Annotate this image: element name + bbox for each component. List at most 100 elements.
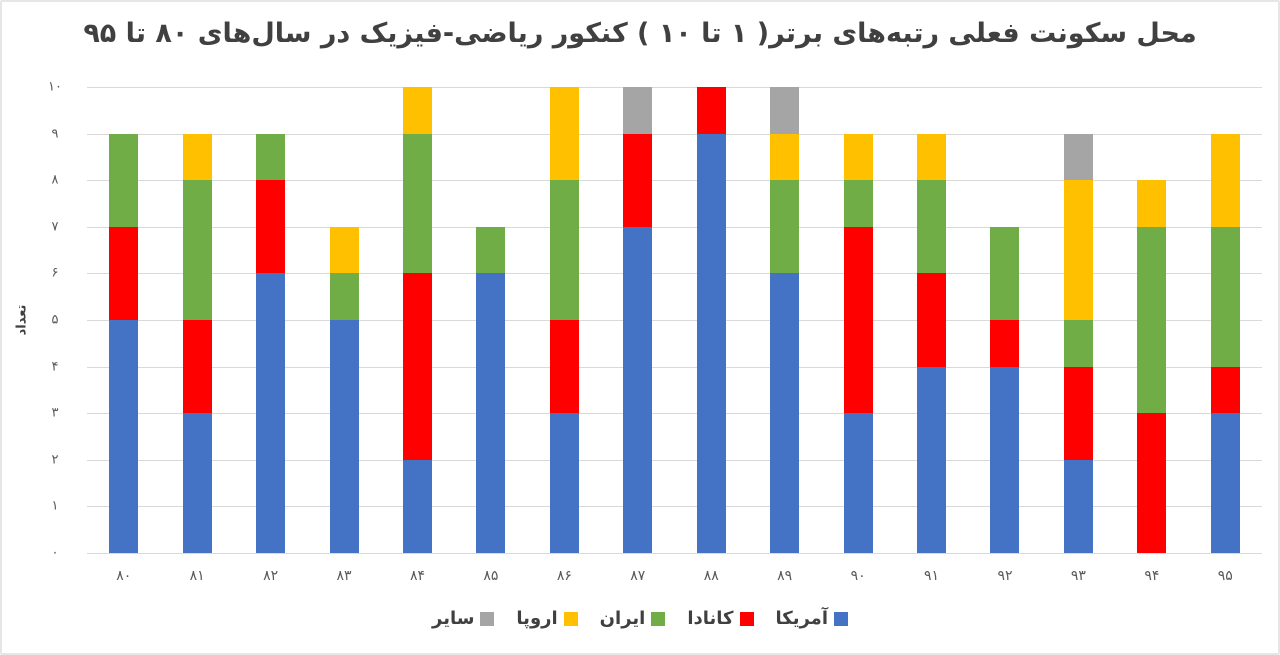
bar-segment [1063,133,1093,181]
gridline [87,506,1262,508]
bar-segment [1210,366,1240,414]
legend-item: ایران [600,608,666,629]
bar-segment [329,226,359,274]
legend-swatch-icon [563,611,578,626]
x-tick-label: ۸۹ [777,568,793,584]
bar-segment [1137,180,1167,227]
chart-legend: آمریکا کانادا ایران اروپا سایر [0,608,1280,629]
gridline [87,180,1262,182]
bar-segment [182,413,212,553]
bar-segment [549,87,579,181]
x-tick-label: ۸۳ [336,568,352,584]
bar-segment [1210,226,1240,367]
legend-item: کانادا [687,608,754,629]
bar-segment [696,87,726,134]
legend-swatch-icon [834,611,848,626]
bar-segment [843,180,873,227]
y-tick-label: ۰ [51,545,59,561]
x-tick-label: ۸۶ [556,568,572,584]
bar-stack [182,133,212,553]
bar-segment [402,87,432,134]
bar-stack [549,87,579,553]
bar-segment [1063,320,1093,367]
bar-segment [182,180,212,321]
y-tick-label: ۲ [51,452,59,468]
gridline [87,413,1262,415]
x-tick-label: ۹۵ [1217,568,1233,584]
plot-area [87,87,1262,554]
x-tick-label: ۸۱ [189,568,205,584]
x-tick-label: ۸۷ [630,568,646,584]
gridline [87,87,1262,88]
bar-segment [1137,226,1167,414]
bar-segment [476,273,506,553]
bar-stack [696,87,726,553]
y-tick-label: ۱ [51,498,59,514]
x-tick-label: ۸۴ [409,568,425,584]
bar-segment [843,226,873,414]
legend-label: کانادا [687,608,734,629]
bar-segment [1063,180,1093,321]
bar-segment [182,133,212,181]
bar-segment [770,180,800,274]
bar-segment [917,366,947,553]
bar-stack [1063,133,1093,553]
gridline [87,320,1262,321]
x-tick-label: ۹۳ [1070,568,1086,584]
bar-stack [843,133,873,553]
x-tick-label: ۹۰ [850,568,866,584]
bar-stack [990,226,1020,553]
chart-title: محل سکونت فعلی رتبه‌های برتر( ۱ تا ۱۰ ) … [83,18,1197,49]
bar-segment [770,273,800,553]
bar-stack [329,226,359,553]
bar-segment [990,366,1020,553]
legend-swatch-icon [480,611,495,626]
bar-segment [109,320,139,553]
bar-segment [843,413,873,553]
bar-segment [1063,459,1093,553]
x-tick-label: ۹۲ [997,568,1013,584]
x-tick-label: ۸۵ [483,568,499,584]
bar-segment [549,413,579,553]
bar-segment [843,133,873,181]
bar-segment [402,459,432,553]
bar-segment [329,320,359,553]
bar-segment [1137,413,1167,553]
y-tick-label: ۴ [51,359,59,375]
bar-stack [917,133,947,553]
bar-segment [1210,413,1240,553]
y-tick-label: ۷ [51,219,59,235]
legend-item: سایر [432,608,495,629]
legend-item: اروپا [516,608,578,629]
y-tick-label: ۳ [51,405,59,421]
legend-item: آمریکا [775,608,848,629]
bar-segment [623,226,653,553]
y-axis-label: تعداد [14,304,30,336]
gridline [87,366,1262,368]
x-tick-label: ۹۴ [1144,568,1160,584]
gridline [87,226,1262,228]
legend-swatch-icon [739,611,754,626]
bar-segment [990,226,1020,321]
legend-swatch-icon [651,611,666,626]
bar-segment [402,273,432,460]
bar-segment [329,273,359,320]
bar-stack [256,133,286,553]
bar-segment [1063,366,1093,460]
bar-stack [770,87,800,553]
y-tick-label: ۹ [51,126,59,142]
legend-label: آمریکا [775,608,829,629]
y-tick-label: ۵ [51,312,59,328]
bar-segment [623,87,653,134]
bar-stack [1210,133,1240,553]
bar-segment [549,320,579,414]
gridline [87,459,1262,461]
bar-segment [402,133,432,274]
x-tick-label: ۸۰ [116,568,132,584]
bar-segment [623,133,653,227]
bar-segment [256,180,286,274]
bar-segment [990,320,1020,367]
bar-stack [476,226,506,553]
bar-segment [696,133,726,553]
bar-segment [109,133,139,227]
